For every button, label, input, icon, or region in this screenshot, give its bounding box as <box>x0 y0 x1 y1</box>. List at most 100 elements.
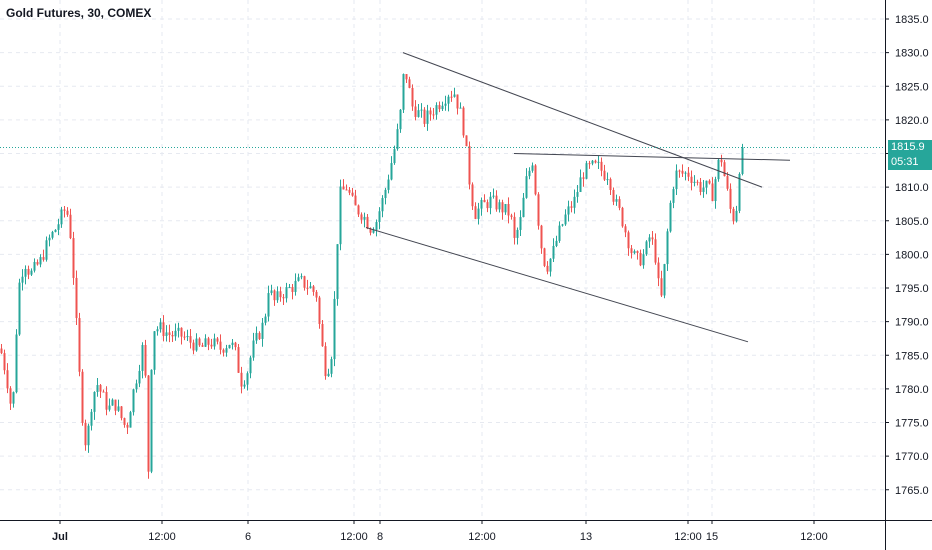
candle-body <box>3 353 6 371</box>
candle-body <box>549 258 552 272</box>
candle-body <box>567 206 570 215</box>
candle-body <box>384 189 387 199</box>
x-tick-label: Jul <box>52 531 68 543</box>
candle-body <box>333 298 336 360</box>
candle-body <box>210 344 213 347</box>
candle-body <box>543 248 546 266</box>
candle-body <box>531 165 534 171</box>
candle-body <box>654 239 657 263</box>
upper-trendline[interactable] <box>402 52 763 188</box>
candle-body <box>471 184 474 207</box>
candle-body <box>645 241 648 255</box>
candle-body <box>576 192 579 197</box>
candle-body <box>678 170 681 172</box>
candle-body <box>9 388 12 404</box>
x-tick-label: 15 <box>706 531 718 543</box>
candle-body <box>726 176 729 189</box>
candle-body <box>69 214 72 239</box>
candle-body <box>633 251 636 254</box>
y-tick-label: 1835.0 <box>895 14 929 26</box>
x-tick-label: 12:00 <box>340 531 368 543</box>
candle-body <box>138 370 141 384</box>
candle-body <box>459 107 462 109</box>
candle-body <box>63 209 66 211</box>
candle-body <box>420 109 423 111</box>
candle-body <box>96 385 99 392</box>
candle-body <box>630 248 633 254</box>
candle-body <box>390 163 393 180</box>
candle-body <box>54 229 57 232</box>
candle-body <box>192 342 195 351</box>
candle-body <box>636 251 639 253</box>
candle-body <box>351 192 354 196</box>
y-tick-label: 1795.0 <box>895 283 929 295</box>
candle-body <box>393 149 396 164</box>
candle-body <box>84 422 87 446</box>
candle-body <box>516 229 519 238</box>
candle-body <box>681 170 684 174</box>
y-tick-label: 1825.0 <box>895 81 929 93</box>
candle-body <box>417 110 420 117</box>
candle-body <box>78 318 81 372</box>
bar-countdown-badge: 05:31 <box>888 155 932 171</box>
candle-body <box>513 216 516 238</box>
candle-body <box>39 257 42 265</box>
candle-body <box>624 226 627 233</box>
candle-body <box>237 347 240 373</box>
candle-body <box>684 172 687 174</box>
candle-body <box>426 110 429 124</box>
candle-body <box>66 210 69 215</box>
candle-body <box>225 348 228 353</box>
candle-body <box>222 349 225 353</box>
candle-body <box>399 109 402 130</box>
candle-body <box>75 277 78 319</box>
candle-body <box>99 385 102 392</box>
candle-body <box>51 231 54 238</box>
candle-body <box>147 375 150 472</box>
candle-body <box>696 181 699 183</box>
candle-body <box>594 160 597 163</box>
y-tick-label: 1775.0 <box>895 418 929 430</box>
candle-body <box>279 291 282 298</box>
candle-body <box>135 383 138 390</box>
candle-body <box>525 176 528 198</box>
candle-body <box>600 161 603 171</box>
candle-body <box>462 107 465 136</box>
candle-body <box>231 342 234 345</box>
candle-body <box>45 240 48 260</box>
candle-body <box>537 194 540 226</box>
candle-body <box>150 369 153 472</box>
y-tick-label: 1780.0 <box>895 384 929 396</box>
horizontal-trendline[interactable] <box>513 153 791 161</box>
candle-body <box>195 338 198 351</box>
candle-body <box>219 341 222 350</box>
lower-trendline[interactable] <box>365 226 749 343</box>
candle-body <box>468 146 471 185</box>
candle-body <box>33 261 36 271</box>
candle-body <box>528 170 531 177</box>
candle-body <box>738 173 741 211</box>
candle-body <box>132 389 135 413</box>
candle-body <box>183 336 186 338</box>
candle-body <box>552 245 555 259</box>
candle-body <box>606 179 609 181</box>
x-tick-label: 12:00 <box>800 531 828 543</box>
candle-body <box>270 290 273 294</box>
candle-body <box>315 291 318 298</box>
candle-body <box>540 225 543 249</box>
candle-body <box>609 179 612 190</box>
candle-body <box>114 399 117 411</box>
candle-body <box>522 197 525 218</box>
candle-body <box>162 322 165 336</box>
x-tick-label: 8 <box>377 531 383 543</box>
candle-body <box>453 94 456 97</box>
candle-body <box>474 206 477 219</box>
candle-body <box>714 179 717 202</box>
candle-body <box>579 177 582 193</box>
candle-body <box>117 406 120 411</box>
candle-body <box>489 196 492 209</box>
candle-body <box>201 345 204 347</box>
candle-body <box>327 373 330 377</box>
